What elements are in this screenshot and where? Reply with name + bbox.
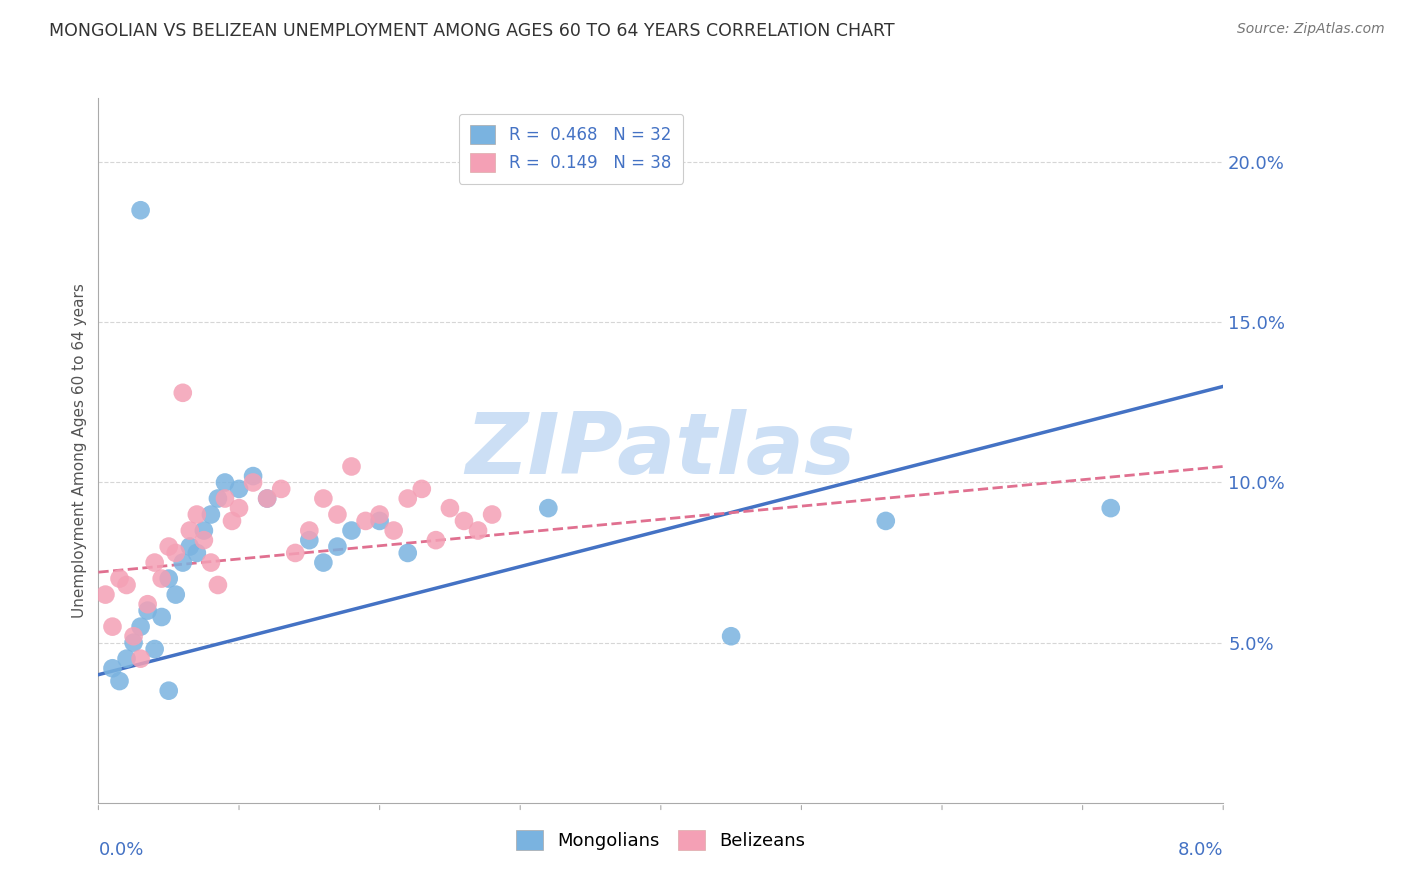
Point <box>207 491 229 506</box>
Point <box>284 546 307 560</box>
Point <box>165 588 187 602</box>
Point <box>129 651 152 665</box>
Point <box>136 604 159 618</box>
Point <box>221 514 243 528</box>
Point <box>108 572 131 586</box>
Text: 8.0%: 8.0% <box>1178 841 1223 859</box>
Point <box>537 501 560 516</box>
Point <box>193 524 215 538</box>
Point <box>108 674 131 689</box>
Point <box>340 459 363 474</box>
Point <box>425 533 447 548</box>
Point <box>439 501 461 516</box>
Point <box>326 540 349 554</box>
Point <box>340 524 363 538</box>
Point <box>101 619 124 633</box>
Point <box>179 524 201 538</box>
Point <box>186 546 208 560</box>
Text: Source: ZipAtlas.com: Source: ZipAtlas.com <box>1237 22 1385 37</box>
Point <box>115 578 138 592</box>
Point <box>200 556 222 570</box>
Point <box>242 469 264 483</box>
Point <box>200 508 222 522</box>
Point <box>298 533 321 548</box>
Point <box>354 514 377 528</box>
Point <box>115 651 138 665</box>
Y-axis label: Unemployment Among Ages 60 to 64 years: Unemployment Among Ages 60 to 64 years <box>72 283 87 618</box>
Point <box>875 514 897 528</box>
Point <box>207 578 229 592</box>
Point <box>228 482 250 496</box>
Point <box>720 629 742 643</box>
Point <box>157 572 180 586</box>
Text: MONGOLIAN VS BELIZEAN UNEMPLOYMENT AMONG AGES 60 TO 64 YEARS CORRELATION CHART: MONGOLIAN VS BELIZEAN UNEMPLOYMENT AMONG… <box>49 22 894 40</box>
Point <box>270 482 292 496</box>
Text: 0.0%: 0.0% <box>98 841 143 859</box>
Point <box>143 642 166 657</box>
Point <box>256 491 278 506</box>
Point <box>150 610 173 624</box>
Point <box>453 514 475 528</box>
Legend: Mongolians, Belizeans: Mongolians, Belizeans <box>509 822 813 857</box>
Point <box>143 556 166 570</box>
Point <box>312 556 335 570</box>
Point <box>122 635 145 649</box>
Point <box>122 629 145 643</box>
Point <box>396 491 419 506</box>
Point <box>94 588 117 602</box>
Point <box>179 540 201 554</box>
Point <box>172 556 194 570</box>
Point <box>186 508 208 522</box>
Point <box>396 546 419 560</box>
Point <box>228 501 250 516</box>
Point <box>467 524 489 538</box>
Point <box>242 475 264 490</box>
Text: ZIPatlas: ZIPatlas <box>465 409 856 492</box>
Point <box>411 482 433 496</box>
Point <box>214 491 236 506</box>
Point <box>157 540 180 554</box>
Point <box>101 661 124 675</box>
Point <box>312 491 335 506</box>
Point <box>193 533 215 548</box>
Point <box>326 508 349 522</box>
Point <box>382 524 405 538</box>
Point <box>136 597 159 611</box>
Point <box>368 514 391 528</box>
Point <box>129 203 152 218</box>
Point <box>157 683 180 698</box>
Point <box>172 385 194 400</box>
Point <box>1099 501 1122 516</box>
Point <box>214 475 236 490</box>
Point <box>481 508 503 522</box>
Point <box>298 524 321 538</box>
Point <box>129 619 152 633</box>
Point <box>368 508 391 522</box>
Point <box>165 546 187 560</box>
Point <box>256 491 278 506</box>
Point <box>150 572 173 586</box>
